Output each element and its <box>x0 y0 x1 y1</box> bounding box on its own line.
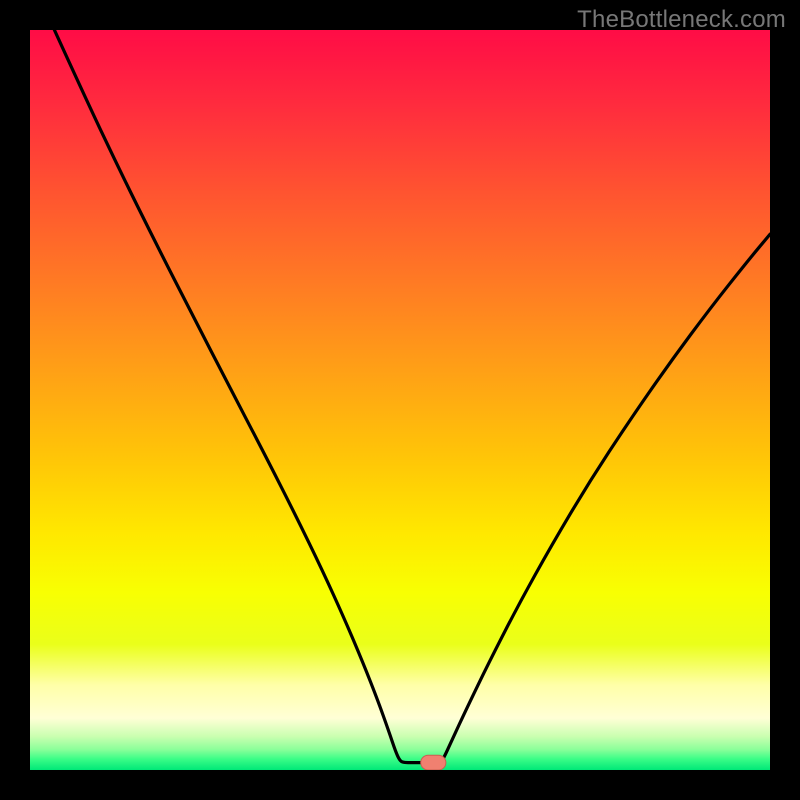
chart-frame: TheBottleneck.com <box>0 0 800 800</box>
optimal-marker <box>421 755 446 770</box>
chart-background <box>30 30 770 770</box>
bottleneck-chart <box>30 30 770 770</box>
